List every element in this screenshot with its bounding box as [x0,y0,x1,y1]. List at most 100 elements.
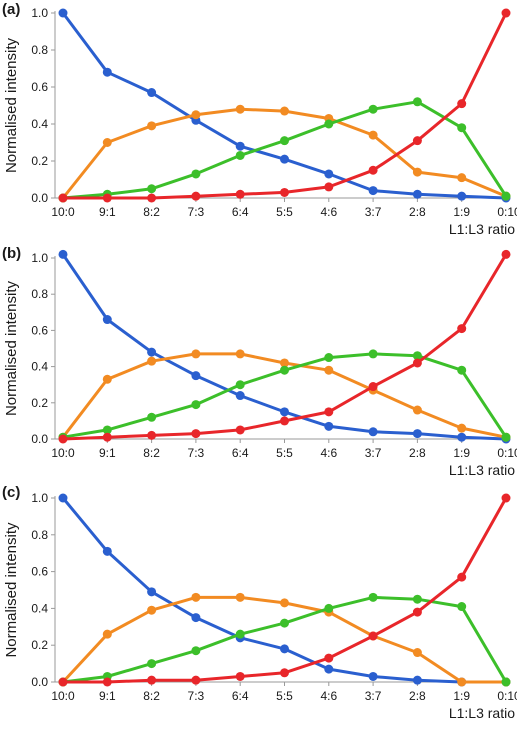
series-blue-point [412,675,422,685]
y-tick-label: 0.4 [31,360,48,374]
series-blue-line [61,496,508,684]
series-orange-point [412,405,422,415]
series-red-point [191,191,201,201]
y-axis-label: Normalised intensity [3,522,20,658]
x-tick-label: 4:6 [320,205,337,219]
x-tick-label: 4:6 [320,689,337,703]
series-blue-point [58,8,68,18]
series-green [58,97,511,203]
x-tick-label: 1:9 [453,205,470,219]
series-blue-point [368,671,378,681]
x-tick-label: 3:7 [365,205,382,219]
series-red-point [412,136,422,146]
series-blue-point [368,427,378,437]
series-red [58,8,511,203]
series-green-point [280,365,289,375]
y-axis-label: Normalised intensity [3,37,20,173]
series-orange-point [191,110,201,120]
series-red [58,493,511,687]
x-tick-label: 6:4 [232,446,249,460]
series-red-point [457,572,467,582]
series-red-point [280,416,289,426]
series-green-point [457,123,467,133]
series-red-point [457,324,467,334]
series-blue-point [102,546,112,556]
series-blue-point [191,613,201,623]
series-blue [58,249,511,444]
series-green-point [147,184,157,194]
series-orange-point [147,356,157,366]
series-red-point [412,607,422,617]
series-green-point [235,150,245,160]
series-orange-point [147,121,157,131]
series-orange-point [235,592,245,602]
series-green-point [235,380,245,390]
series-blue-point [191,371,201,381]
x-tick-label: 5:5 [276,205,293,219]
x-tick-label: 1:9 [453,689,470,703]
series-red-point [501,8,511,18]
series-orange-point [368,130,378,140]
x-tick-label: 4:6 [320,446,337,460]
x-tick-label: 9:1 [99,205,116,219]
x-tick-label: 9:1 [99,689,116,703]
series-orange-point [457,677,467,687]
series-red-point [58,434,68,444]
series-green-line [61,100,508,200]
series-red-point [501,493,511,503]
panel-label: (a) [2,1,20,18]
series-red-point [280,668,289,678]
x-tick-label: 1:9 [453,446,470,460]
series-blue-point [280,154,289,164]
series-green-point [501,677,511,687]
series-green-point [102,425,112,435]
series-orange-point [324,365,334,375]
series-red-point [191,429,201,439]
x-tick-label: 7:3 [188,689,205,703]
x-axis-label: L1:L3 ratio [449,462,515,478]
series-green-point [457,365,467,375]
series-red-point [102,193,112,203]
series-orange-point [280,358,289,368]
series-blue-point [147,587,157,597]
series-green-point [191,400,201,410]
series-blue-point [368,186,378,196]
panel-label: (c) [2,484,20,501]
series-green-point [324,353,334,363]
x-tick-label: 6:4 [232,689,249,703]
series-red-point [102,677,112,687]
series-orange-point [280,106,289,116]
series-blue-point [235,391,245,401]
panel-3: (c) Normalised intensity 0.0 0.2 0.4 0.6 0.8 1.… [2,484,517,721]
series-green-point [235,629,245,639]
x-tick-label: 2:8 [409,446,426,460]
series-orange-point [280,598,289,608]
series-blue-line [61,11,508,200]
x-tick-label: 5:5 [276,446,293,460]
x-axis-label: L1:L3 ratio [449,221,515,237]
series-orange-point [235,104,245,114]
x-tick-label: 3:7 [365,446,382,460]
series-blue-point [147,347,157,357]
series-orange-point [191,592,201,602]
series-green-point [147,412,157,422]
series-red-point [457,99,467,109]
series-green-point [324,119,334,129]
series-green-point [324,603,334,613]
series-blue-point [412,189,422,199]
series-red-line [61,11,508,200]
y-tick-label: 0.8 [31,528,48,542]
y-tick-label: 0.0 [31,432,48,446]
panel-label: (b) [2,245,21,262]
y-tick-label: 1.0 [31,251,48,265]
x-tick-label: 3:7 [365,689,382,703]
series-blue [58,8,511,203]
x-tick-label: 10:0 [51,205,75,219]
series-red-point [501,249,511,259]
y-tick-label: 0.8 [31,43,48,57]
series-orange-point [102,138,112,147]
series-blue-point [58,249,68,259]
series-orange-point [457,173,467,183]
series-red-point [324,407,334,417]
series-orange-point [147,605,157,615]
